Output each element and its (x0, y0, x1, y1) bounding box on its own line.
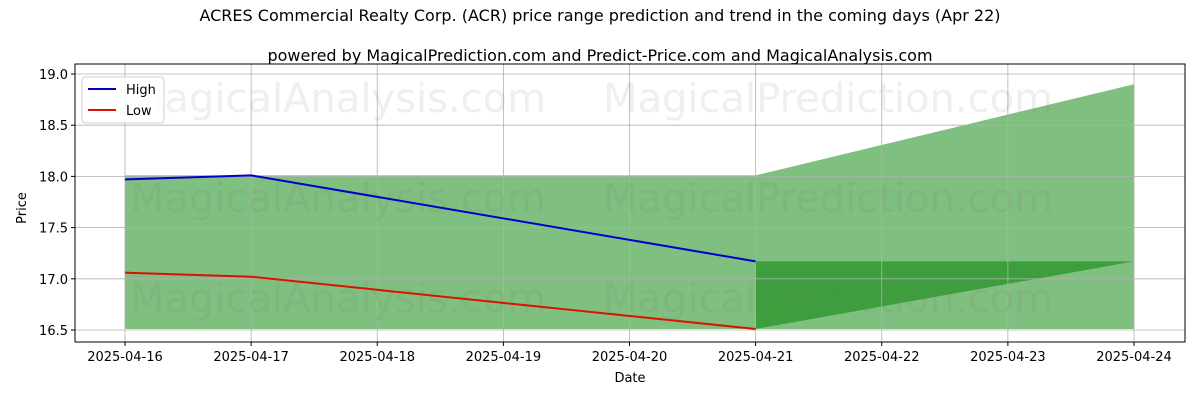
legend-low-label: Low (126, 104, 152, 119)
x-tick-label: 2025-04-16 (87, 350, 163, 365)
chart-title: ACRES Commercial Realty Corp. (ACR) pric… (199, 6, 1001, 25)
x-tick-label: 2025-04-18 (339, 350, 415, 365)
watermark: MagicalAnalysis.com (130, 76, 546, 122)
y-tick-label: 18.5 (39, 119, 68, 134)
x-tick-label: 2025-04-19 (466, 350, 542, 365)
series-line-high (124, 174, 756, 263)
legend-high-label: High (126, 83, 156, 98)
y-tick-label: 19.0 (39, 68, 68, 83)
x-axis-label: Date (614, 371, 645, 386)
range-band (755, 261, 1134, 329)
x-tick-label: 2025-04-24 (1096, 350, 1172, 365)
x-tick-label: 2025-04-23 (970, 350, 1046, 365)
chart-subtitle: powered by MagicalPrediction.com and Pre… (267, 46, 933, 65)
y-tick-label: 18.0 (39, 170, 68, 185)
range-band (125, 175, 756, 329)
series-line-low (124, 271, 756, 330)
watermark: MagicalPrediction.com (603, 176, 1053, 222)
x-tick-label: 2025-04-20 (592, 350, 668, 365)
y-tick-label: 16.5 (39, 324, 68, 339)
x-tick-label: 2025-04-17 (213, 350, 289, 365)
y-tick-label: 17.0 (39, 273, 68, 288)
x-tick-label: 2025-04-21 (718, 350, 794, 365)
watermark: MagicalPrediction.com (603, 76, 1053, 122)
watermark: MagicalPrediction.com (603, 276, 1053, 322)
watermark: MagicalAnalysis.com (130, 276, 546, 322)
y-axis-label: Price (15, 192, 30, 224)
y-tick-label: 17.5 (39, 222, 68, 237)
x-tick-label: 2025-04-22 (844, 350, 920, 365)
